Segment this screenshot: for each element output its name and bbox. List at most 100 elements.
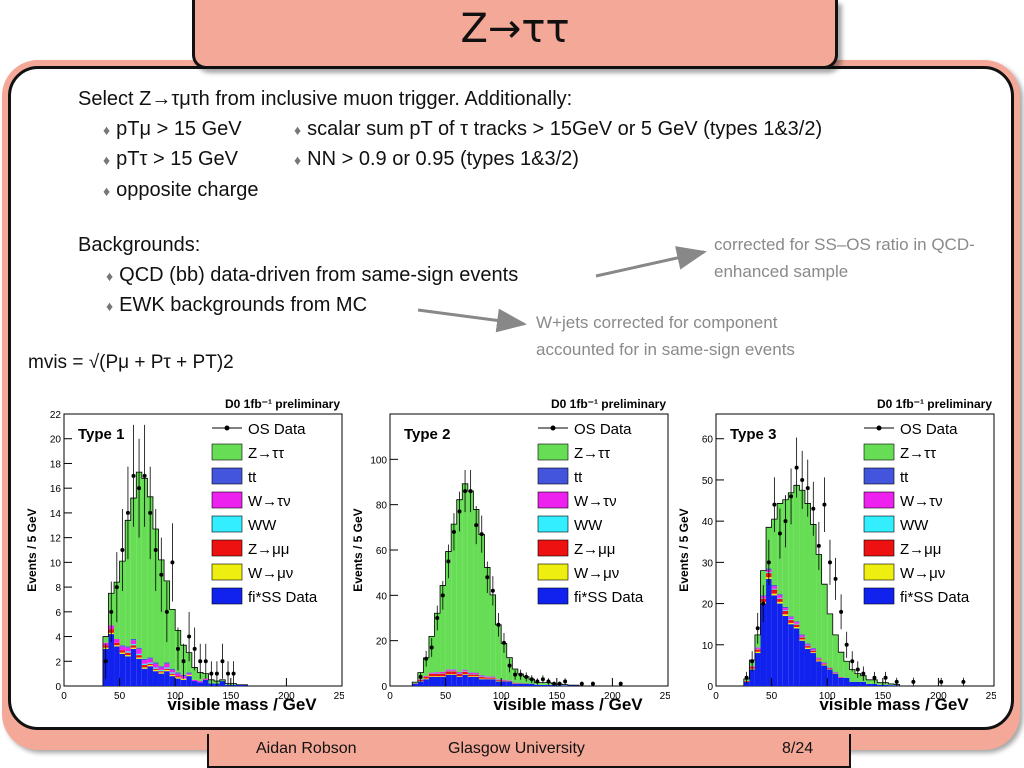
legend-swatch bbox=[863, 467, 895, 485]
data-point bbox=[535, 679, 540, 684]
bar-Z→μμ bbox=[125, 652, 131, 656]
bar-Z→μμ bbox=[114, 642, 120, 646]
x-axis-title: visible mass / GeV bbox=[493, 695, 643, 714]
bar-fi*SS Data bbox=[412, 683, 418, 686]
data-point bbox=[479, 532, 484, 537]
bar-W→τν bbox=[456, 672, 463, 674]
legend-swatch bbox=[863, 539, 895, 557]
bar-W→τν bbox=[451, 669, 457, 671]
bar-Z→ττ bbox=[866, 679, 872, 684]
legend-label: fi*SS Data bbox=[248, 589, 318, 606]
note-qcd-correction: corrected for SS–OS ratio in QCD-enhance… bbox=[714, 235, 975, 281]
bar-W→μν bbox=[821, 664, 828, 666]
chart-svg: D0 1fb⁻¹ preliminary 0 50 100 150 200 250 0 10 20… bbox=[677, 397, 1003, 714]
bar-tt bbox=[125, 646, 131, 648]
cut-muon-pt: ♦ pTμ > 15 GeV bbox=[103, 118, 242, 140]
bar-fi*SS Data bbox=[236, 684, 242, 686]
bar-Z→ττ bbox=[821, 584, 828, 663]
y-tick-label: 60 bbox=[376, 546, 388, 557]
bar-fi*SS Data bbox=[478, 679, 485, 686]
data-point bbox=[137, 486, 142, 491]
bar-fi*SS Data bbox=[180, 679, 187, 686]
data-point bbox=[463, 489, 468, 494]
data-point bbox=[557, 681, 562, 686]
bar-fi*SS Data bbox=[495, 681, 502, 686]
bar-fi*SS Data bbox=[490, 679, 496, 686]
bar-fi*SS Data bbox=[417, 681, 424, 686]
bar-WW bbox=[130, 643, 137, 646]
legend-swatch bbox=[537, 467, 569, 485]
bar-Z→ττ bbox=[793, 485, 800, 622]
data-point bbox=[203, 659, 208, 664]
bar-W→μν bbox=[152, 669, 159, 672]
bar-fi*SS Data bbox=[534, 684, 541, 686]
legend-label: W→τν bbox=[574, 493, 617, 510]
bar-Z→μμ bbox=[141, 664, 148, 668]
bar-fi*SS Data bbox=[860, 681, 867, 686]
bar-W→τν bbox=[467, 672, 474, 674]
footer-bar bbox=[207, 734, 851, 768]
data-point bbox=[844, 642, 849, 647]
bar-fi*SS Data bbox=[119, 653, 126, 686]
y-tick-label: 10 bbox=[50, 558, 62, 569]
bar-W→μν bbox=[793, 627, 800, 629]
y-axis-title: Events / 5 GeV bbox=[25, 508, 39, 591]
bar-tt bbox=[164, 662, 170, 664]
bar-Z→μμ bbox=[810, 650, 817, 653]
bar-W→μν bbox=[810, 652, 817, 654]
bar-Z→μμ bbox=[793, 624, 800, 628]
bar-W→μν bbox=[771, 593, 778, 596]
bar-Z→ττ bbox=[810, 524, 817, 649]
y-tick-label: 22 bbox=[50, 410, 62, 421]
bar-WW bbox=[147, 662, 153, 664]
legend-swatch bbox=[211, 443, 243, 461]
bar-Z→ττ bbox=[141, 478, 148, 659]
bar-W→μν bbox=[434, 676, 441, 677]
bar-fi*SS Data bbox=[838, 677, 844, 686]
bar-W→τν bbox=[462, 670, 468, 672]
bar-W→τν bbox=[141, 660, 148, 664]
cut-nn: ♦ NN > 0.9 or 0.95 (types 1&3/2) bbox=[294, 148, 579, 170]
bar-W→μν bbox=[478, 678, 485, 680]
bar-W→τν bbox=[152, 663, 159, 668]
bar-W→τν bbox=[125, 647, 131, 652]
data-point bbox=[507, 663, 512, 668]
data-point bbox=[529, 677, 534, 682]
x-tick-label: 0 bbox=[387, 691, 393, 702]
bar-fi*SS Data bbox=[473, 676, 479, 686]
y-tick-label: 0 bbox=[381, 682, 387, 693]
bar-W→μν bbox=[186, 674, 192, 677]
cut-track-sum: ♦ scalar sum pT of τ tracks > 15GeV or 5 … bbox=[294, 118, 823, 140]
bar-Z→μμ bbox=[484, 677, 491, 679]
y-tick-label: 8 bbox=[55, 583, 61, 594]
bar-W→μν bbox=[130, 647, 137, 649]
bar-W→τν bbox=[771, 586, 778, 589]
bar-Z→μμ bbox=[119, 650, 126, 653]
ewk-arrow bbox=[417, 308, 527, 333]
data-point bbox=[794, 465, 799, 470]
data-point bbox=[590, 681, 595, 686]
legend-swatch bbox=[211, 563, 243, 581]
x-tick-label: 200 bbox=[604, 691, 621, 702]
y-axis-title: Events / 5 GeV bbox=[351, 508, 365, 591]
legend-swatch bbox=[537, 515, 569, 533]
bar-fi*SS Data bbox=[804, 648, 811, 686]
data-point bbox=[468, 489, 473, 494]
data-point bbox=[153, 548, 158, 552]
data-point bbox=[961, 679, 966, 684]
diamond-bullet-icon: ♦ bbox=[106, 268, 114, 284]
bar-fi*SS Data bbox=[423, 679, 429, 686]
bar-Z→μμ bbox=[164, 668, 170, 670]
data-point bbox=[175, 646, 180, 651]
bar-W→τν bbox=[788, 617, 794, 620]
chart-svg: D0 1fb⁻¹ preliminary 0 50 100 150 200 250 0 2 4 6 8… bbox=[25, 397, 351, 714]
bar-W→μν bbox=[114, 645, 120, 647]
x-tick-label: 150 bbox=[548, 691, 565, 702]
bar-fi*SS Data bbox=[164, 671, 170, 686]
x-tick-label: 150 bbox=[874, 691, 891, 702]
bar-Z→μμ bbox=[423, 676, 429, 679]
bar-Z→ττ bbox=[169, 609, 176, 669]
bar-WW bbox=[788, 619, 794, 621]
legend-label: WW bbox=[574, 517, 603, 534]
